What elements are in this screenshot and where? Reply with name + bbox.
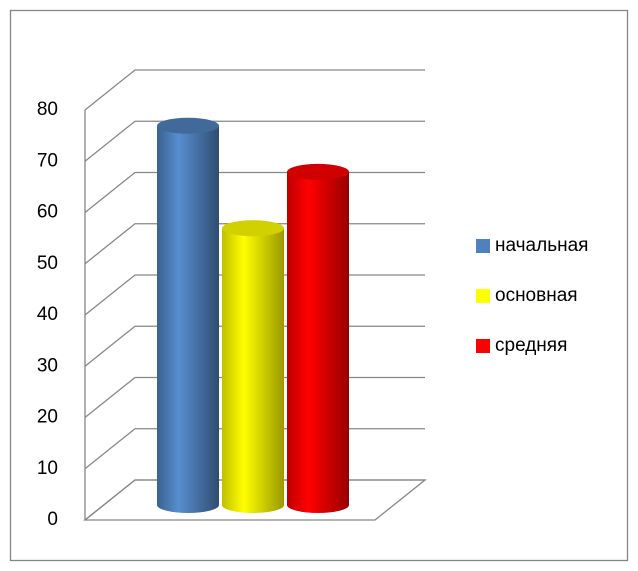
y-tick-label: 70 [37, 150, 58, 171]
legend-swatch [476, 339, 490, 353]
legend-swatch [476, 289, 490, 303]
y-tick-label: 50 [37, 253, 58, 274]
legend-swatch [476, 239, 490, 253]
y-tick-label: 80 [37, 99, 58, 120]
y-tick-label: 10 [37, 458, 58, 479]
y-tick-label: 60 [37, 202, 58, 223]
bar-top [222, 220, 284, 237]
bar-top [287, 163, 349, 180]
y-tick-label: 40 [37, 304, 58, 325]
legend-label: начальная [495, 235, 588, 256]
legend-label: основная [495, 285, 578, 306]
bar [222, 228, 284, 513]
grid-line [84, 120, 425, 162]
bar [157, 125, 219, 513]
bar-top [157, 117, 219, 134]
y-tick-label: 30 [37, 355, 58, 376]
y-tick-label: 0 [47, 509, 58, 530]
bar [287, 171, 349, 513]
y-tick-label: 20 [37, 407, 58, 428]
legend-label: средняя [495, 335, 567, 356]
grid-line [84, 69, 425, 111]
